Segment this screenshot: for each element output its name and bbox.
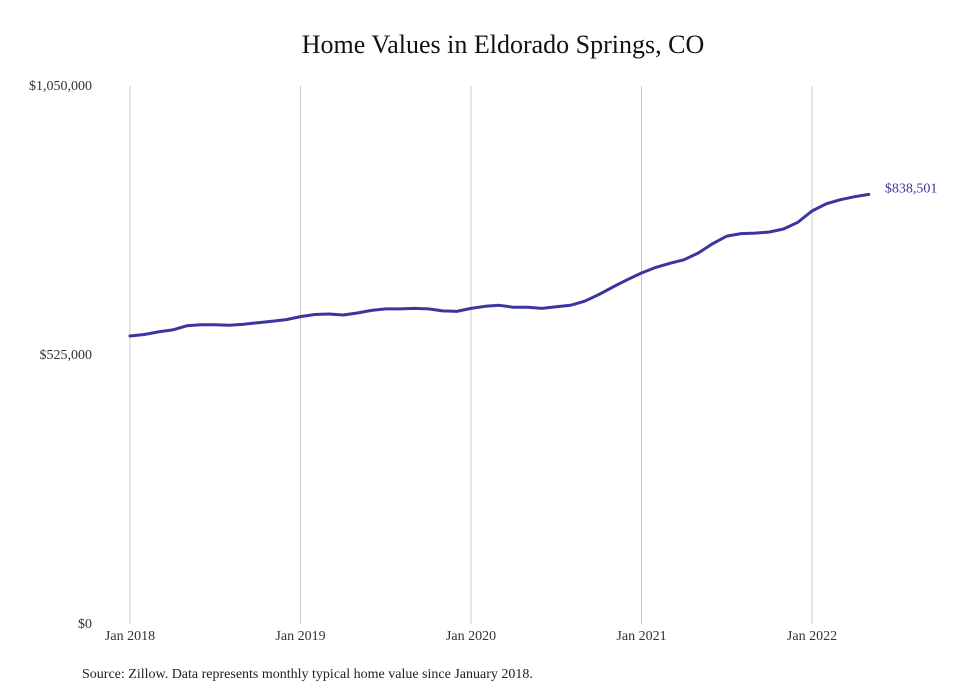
- x-tick-label: Jan 2020: [446, 629, 496, 644]
- chart-title: Home Values in Eldorado Springs, CO: [301, 30, 705, 59]
- y-axis-ticks: $1,050,000 $525,000 $0: [29, 79, 92, 632]
- source-note: Source: Zillow. Data represents monthly …: [82, 667, 533, 682]
- x-tick-label: Jan 2018: [105, 629, 155, 644]
- series-layer: $838,501: [128, 181, 938, 338]
- end-value-label: $838,501: [885, 181, 938, 196]
- series-line: [128, 192, 871, 338]
- gridlines: [129, 86, 813, 624]
- y-tick-label: $525,000: [40, 348, 93, 363]
- x-tick-label: Jan 2021: [616, 629, 666, 644]
- x-tick-label: Jan 2022: [787, 629, 837, 644]
- x-axis-ticks: Jan 2018 Jan 2019 Jan 2020 Jan 2021 Jan 2022: [105, 629, 837, 644]
- x-tick-label: Jan 2019: [275, 629, 325, 644]
- y-tick-label: $1,050,000: [29, 79, 92, 94]
- y-tick-label: $0: [78, 617, 92, 632]
